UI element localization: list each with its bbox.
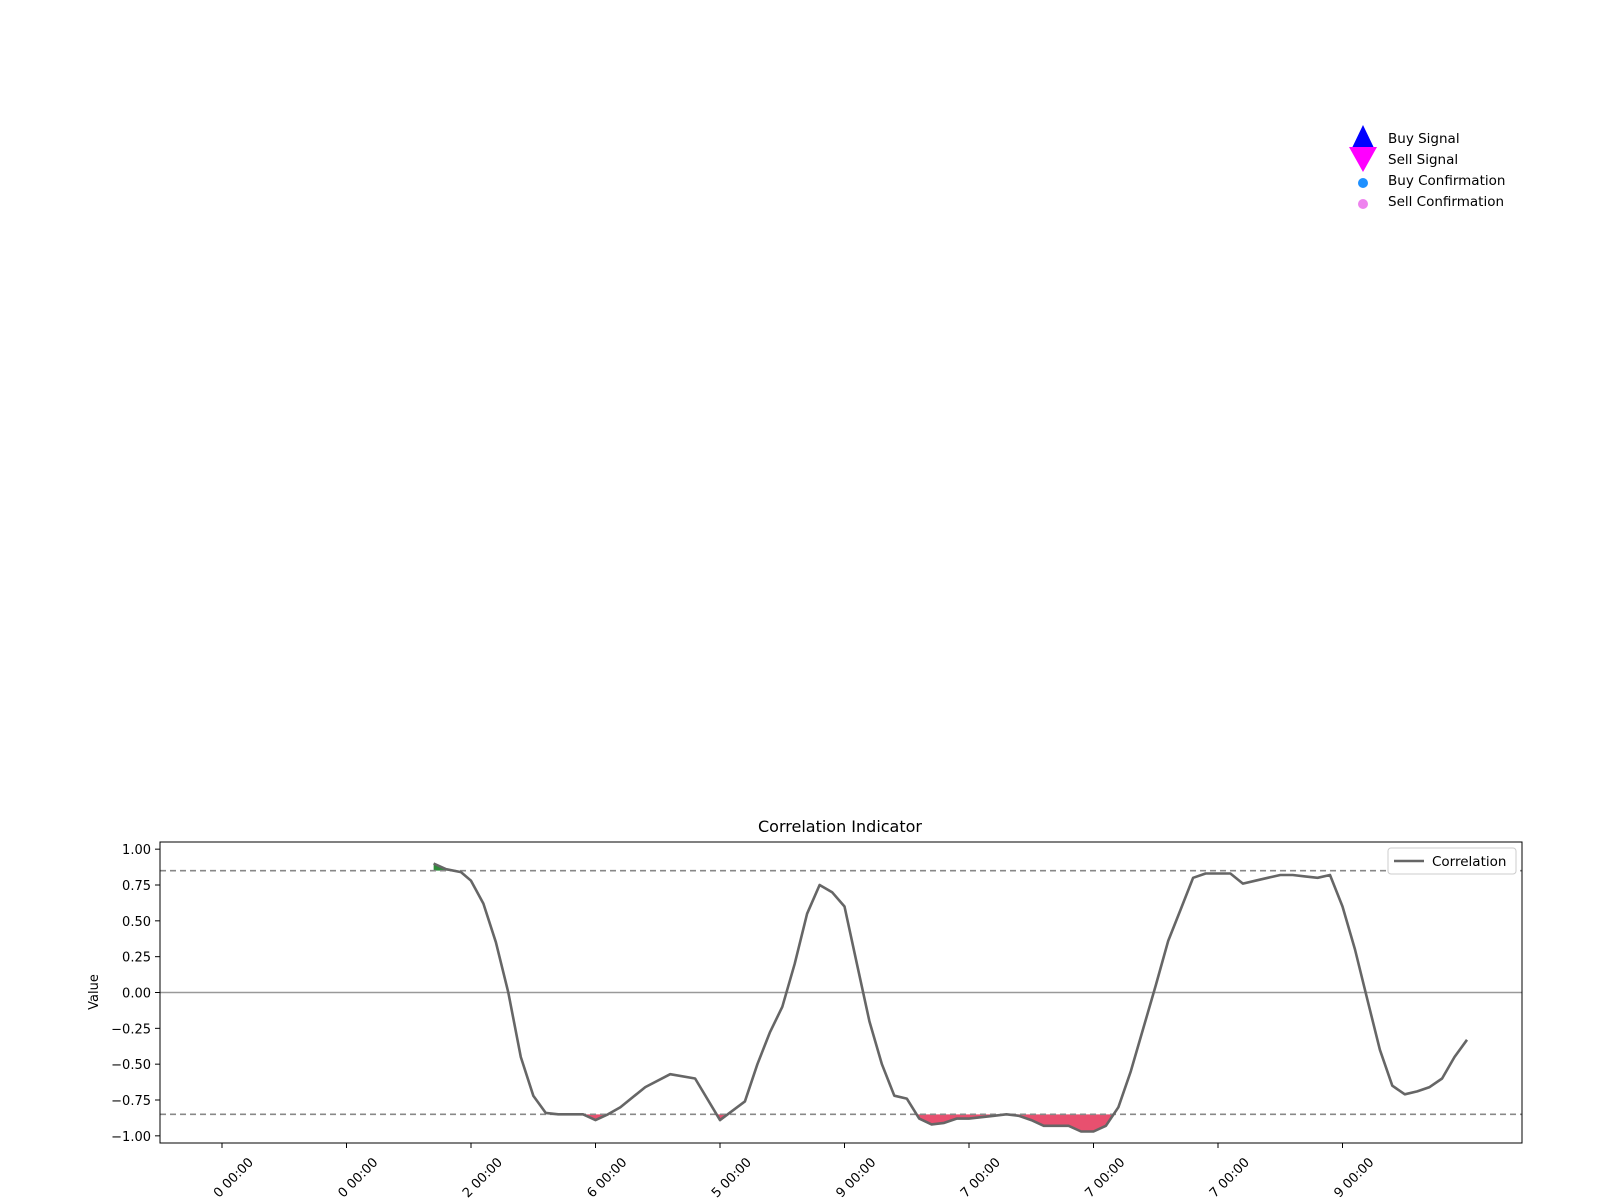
plot-frame [159, 841, 1523, 1144]
oversold-fill [583, 1114, 608, 1121]
y-tick-label: −0.50 [111, 1058, 151, 1073]
y-tick-label: 0.50 [122, 915, 151, 930]
dot-icon [1358, 178, 1368, 188]
x-tick-label: 7 00:00 [1082, 1155, 1128, 1200]
dot-icon [1358, 199, 1368, 209]
threshold-fills [433, 863, 1114, 1132]
triangle-down-icon [1349, 147, 1377, 172]
x-tick-label: 5 00:00 [709, 1155, 755, 1200]
oversold-fill [1006, 1114, 1114, 1132]
legend-label: Sell Confirmation [1388, 194, 1504, 210]
legend-item-buy-signal: Buy Signal [1351, 125, 1460, 150]
legend-label: Buy Signal [1388, 131, 1460, 147]
y-tick-label: −1.00 [111, 1130, 151, 1145]
x-tick-label: 0 00:00 [335, 1155, 381, 1200]
y-axis-label: Value [87, 974, 102, 1010]
x-tick-label: 2 00:00 [460, 1155, 506, 1200]
x-tick-label: 6 00:00 [584, 1155, 630, 1200]
plot-legend: Correlation [1387, 847, 1517, 875]
correlation-plot: Correlation Indicator 1.00 0.75 0.50 0.25 0.… [87, 817, 1523, 1200]
overbought-fill [433, 863, 454, 871]
chart-title: Correlation Indicator [758, 817, 922, 836]
y-tick-label: 1.00 [122, 843, 151, 858]
x-tick-label: 9 00:00 [833, 1155, 879, 1200]
legend-label: Sell Signal [1388, 152, 1458, 168]
legend-item-sell-signal: Sell Signal [1349, 147, 1458, 172]
y-tick-label: 0.25 [122, 951, 151, 966]
y-tick-label: 0.75 [122, 879, 151, 894]
signal-legend: Buy Signal Sell Signal Buy Confirmation Sel… [1349, 125, 1505, 210]
correlation-series-line [433, 862, 1469, 1133]
legend-box [1387, 847, 1517, 875]
legend-item-sell-confirmation: Sell Confirmation [1358, 194, 1504, 210]
x-tick-label: 0 00:00 [211, 1155, 257, 1200]
reference-lines [160, 869, 1522, 1116]
y-tick-label: −0.25 [111, 1022, 151, 1037]
y-tick-label: 0.00 [122, 987, 151, 1002]
x-tick-label: 7 00:00 [958, 1155, 1004, 1200]
x-tick-label: 9 00:00 [1331, 1155, 1377, 1200]
y-tick-label: −0.75 [111, 1094, 151, 1109]
y-axis: 1.00 0.75 0.50 0.25 0.00 −0.25 −0.50 −0.75 −1.00 [111, 843, 160, 1145]
legend-item-buy-confirmation: Buy Confirmation [1358, 173, 1505, 189]
legend-label-correlation: Correlation [1432, 854, 1506, 870]
legend-label: Buy Confirmation [1388, 173, 1505, 189]
x-axis: 0 00:00 0 00:00 2 00:00 6 00:00 5 00:00 9 00:… [211, 1143, 1377, 1200]
x-tick-label: 7 00:00 [1207, 1155, 1253, 1200]
triangle-up-icon [1351, 125, 1375, 150]
